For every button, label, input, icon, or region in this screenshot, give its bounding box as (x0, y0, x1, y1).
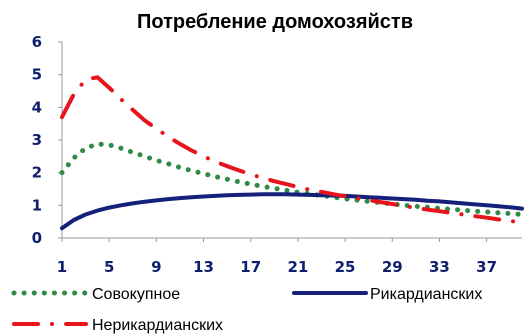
series-layer (59, 75, 525, 231)
series-line-3 (60, 75, 524, 225)
x-tick-label: 33 (429, 258, 450, 276)
series-line-1 (59, 141, 525, 217)
x-tick-label: 17 (240, 258, 261, 276)
x-tick-label: 21 (287, 258, 308, 276)
x-tick-label: 29 (382, 258, 403, 276)
x-tick-label: 5 (104, 258, 114, 276)
y-tick-label: 0 (32, 229, 42, 247)
chart-title: Потребление домохозяйств (137, 11, 413, 33)
x-tick-label: 25 (335, 258, 356, 276)
legend: Совокупное Рикардианских Нерикардианских (11, 286, 482, 334)
legend-label-2: Рикардианских (370, 286, 482, 303)
y-tick-label: 6 (32, 33, 42, 51)
x-tick-label: 9 (151, 258, 161, 276)
y-tick-label: 4 (32, 98, 42, 116)
y-tick-label: 1 (32, 196, 42, 214)
x-tick-label: 37 (476, 258, 497, 276)
legend-label-3: Нерикардианских (92, 317, 223, 334)
x-tick-label: 13 (193, 258, 214, 276)
legend-label-1: Совокупное (92, 286, 180, 303)
y-tick-label: 2 (32, 164, 42, 182)
x-tick-label: 1 (57, 258, 67, 276)
series-line-2 (60, 192, 524, 231)
y-tick-label: 3 (32, 131, 42, 149)
y-tick-label: 5 (32, 66, 42, 84)
